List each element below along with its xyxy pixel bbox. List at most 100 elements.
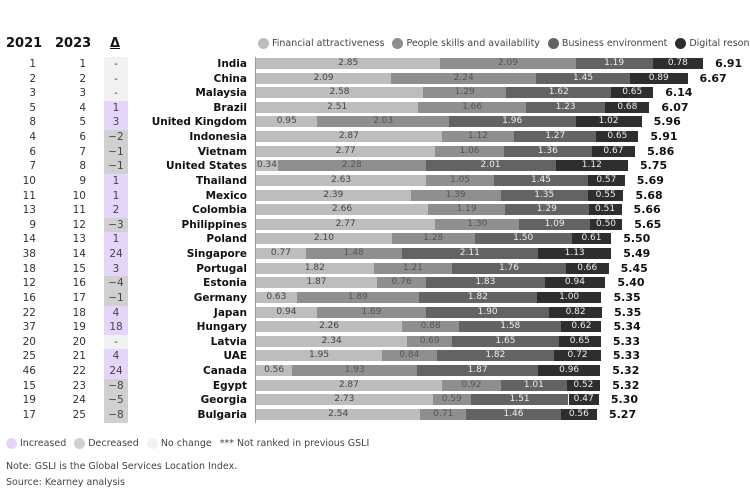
- table-row: 9 12 −3 Philippines 2.77 1.30 1.09 0.50 5.65: [0, 217, 750, 233]
- bar-segment-1: 2.87: [256, 379, 442, 391]
- bar-segment-1: 2.39: [256, 189, 411, 201]
- total-score: 5.33: [612, 349, 640, 363]
- change-legend-label: Decreased: [88, 438, 139, 449]
- bar-segment-3: 1.83: [426, 277, 545, 289]
- legend-item: People skills and availability: [392, 38, 540, 49]
- rank-2021: 2: [29, 72, 36, 85]
- rank-2021: 3: [29, 87, 36, 100]
- bar-segment-3: 1.76: [452, 262, 566, 274]
- change-legend: Increased Decreased No change *** Not ranke…: [6, 438, 369, 449]
- rank-2021: 9: [29, 218, 36, 231]
- change-legend-item: No change: [146, 438, 212, 449]
- change-legend-item: Decreased: [74, 438, 139, 449]
- bar-segment-1: 2.85: [256, 58, 441, 69]
- bar-segment-3: 1.29: [505, 204, 589, 216]
- bar-segment-2: 1.19: [428, 204, 506, 216]
- bar-segment-3: 1.09: [519, 218, 590, 230]
- table-row: 37 19 18 Hungary 2.26 0.88 1.58 0.62 5.34: [0, 320, 750, 336]
- country-label: UAE: [223, 350, 247, 363]
- bar-segment-4: 0.67: [591, 145, 636, 157]
- rank-2023: 8: [79, 160, 86, 173]
- legend-label: Business environment: [561, 38, 668, 49]
- bar-segment-1: 2.10: [256, 233, 392, 245]
- country-label: Mexico: [205, 189, 247, 202]
- country-label: Estonia: [203, 277, 247, 290]
- country-label: Brazil: [213, 101, 247, 114]
- header-2023: 2023: [55, 36, 92, 51]
- bar-segment-3: 1.45: [494, 174, 588, 186]
- country-label: Indonesia: [189, 131, 247, 144]
- legend-swatch: [392, 38, 404, 49]
- change-legend-label: No change: [160, 438, 212, 449]
- bar-segment-3: 1.58: [459, 321, 562, 333]
- bar-segment-4: 0.56: [560, 408, 597, 420]
- bar-segment-1: 1.95: [256, 350, 383, 362]
- table-row: 10 9 1 Thailand 2.63 1.05 1.45 0.57 5.69: [0, 173, 750, 189]
- country-label: Portugal: [196, 262, 247, 275]
- bar-segment-4: 0.55: [587, 189, 624, 201]
- bar-segment-3: 1.01: [501, 379, 567, 391]
- country-label: Thailand: [196, 174, 247, 187]
- bar-segment-4: 0.65: [611, 87, 654, 99]
- rank-2021: 16: [22, 291, 36, 304]
- rank-2023: 24: [72, 394, 86, 407]
- bar-segment-3: 1.87: [417, 365, 539, 377]
- bar-segment-4: 0.82: [549, 306, 603, 318]
- country-label: Philippines: [181, 218, 247, 231]
- rank-2023: 21: [72, 350, 86, 363]
- change-legend-swatch: [74, 438, 86, 449]
- rank-change: -: [104, 334, 128, 350]
- total-score: 5.32: [612, 364, 640, 378]
- bar-segment-1: 0.95: [256, 116, 318, 128]
- table-row: 25 21 4 UAE 1.95 0.84 1.82 0.72 5.33: [0, 349, 750, 365]
- rank-2021: 13: [22, 204, 36, 217]
- bar-segment-1: 2.58: [256, 87, 423, 99]
- bar-segment-2: 1.05: [426, 174, 495, 186]
- bar-segment-1: 2.34: [256, 335, 408, 347]
- change-legend-label: Increased: [20, 438, 67, 449]
- bar-segment-3: 1.36: [503, 145, 592, 157]
- table-row: 19 24 −5 Georgia 2.73 0.59 1.51 0.47 5.30: [0, 393, 750, 409]
- rank-change: 1: [104, 188, 128, 204]
- rank-change: 3: [104, 261, 128, 277]
- country-label: Bulgaria: [197, 408, 247, 421]
- total-score: 5.68: [635, 188, 663, 202]
- bar-segment-2: 1.28: [391, 233, 475, 245]
- rank-2021: 25: [22, 350, 36, 363]
- rank-2023: 20: [72, 335, 86, 348]
- change-legend-swatch: [146, 438, 158, 449]
- bar-segment-2: 0.71: [420, 408, 467, 420]
- country-label: Georgia: [200, 394, 247, 407]
- bar-segment-1: 1.82: [256, 262, 374, 274]
- total-score: 5.75: [640, 159, 668, 173]
- bar-segment-2: 0.76: [376, 277, 427, 289]
- rank-2023: 23: [72, 379, 86, 392]
- rank-change: −3: [104, 217, 128, 233]
- country-label: Malaysia: [195, 87, 247, 100]
- rank-2021: 8: [29, 116, 36, 129]
- bar-segment-1: 0.56: [256, 365, 293, 377]
- rank-2021: 22: [22, 306, 36, 319]
- bar-segment-1: 2.51: [256, 101, 419, 113]
- rank-2021: 19: [22, 394, 36, 407]
- bar-segment-4: 0.89: [629, 72, 688, 84]
- rank-2023: 10: [72, 189, 86, 202]
- total-score: 5.35: [614, 305, 642, 319]
- total-score: 5.32: [612, 378, 640, 392]
- rank-change: −5: [104, 393, 128, 409]
- bar-segment-4: 0.62: [561, 321, 602, 333]
- country-label: Canada: [203, 365, 247, 378]
- bar-segment-2: 1.39: [410, 189, 501, 201]
- table-row: 3 3 - Malaysia 2.58 1.29 1.62 0.65 6.14: [0, 86, 750, 102]
- total-score: 5.69: [636, 173, 664, 187]
- rank-2023: 15: [72, 262, 86, 275]
- rank-2023: 1: [79, 58, 86, 70]
- bar-segment-4: 0.96: [538, 365, 601, 377]
- legend-label: Financial attractiveness: [272, 38, 385, 49]
- total-score: 5.34: [613, 320, 641, 334]
- rank-2021: 37: [22, 321, 36, 334]
- rank-change: 4: [104, 349, 128, 365]
- bar-segment-1: 2.87: [256, 131, 442, 143]
- rank-change: 1: [104, 173, 128, 189]
- bar-segment-3: 2.11: [401, 248, 539, 260]
